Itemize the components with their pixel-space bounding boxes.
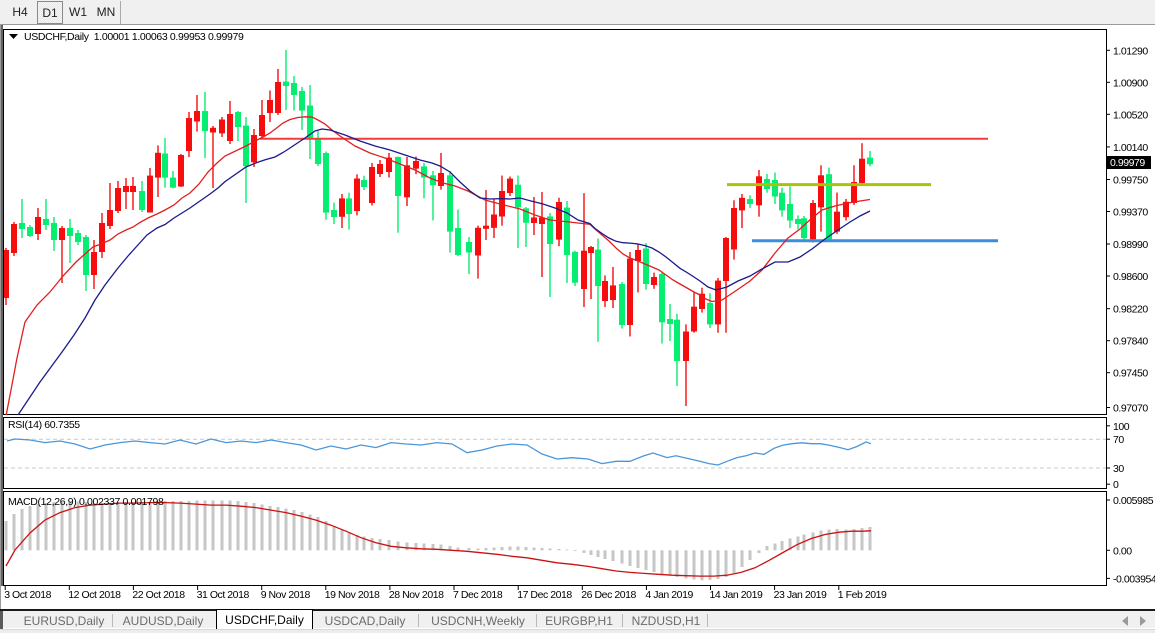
svg-text:31 Oct 2018: 31 Oct 2018 xyxy=(197,589,250,601)
svg-text:RSI(14) 60.7355: RSI(14) 60.7355 xyxy=(8,419,80,431)
svg-text:26 Dec 2018: 26 Dec 2018 xyxy=(581,589,636,601)
svg-text:0.00: 0.00 xyxy=(1113,545,1132,557)
svg-text:100: 100 xyxy=(1113,421,1130,433)
svg-text:0.97450: 0.97450 xyxy=(1113,368,1148,380)
svg-text:28 Nov 2018: 28 Nov 2018 xyxy=(389,589,444,601)
svg-text:4 Jan 2019: 4 Jan 2019 xyxy=(645,589,693,601)
svg-text:0: 0 xyxy=(1113,479,1119,491)
svg-text:3 Oct 2018: 3 Oct 2018 xyxy=(4,589,51,601)
svg-text:0.98600: 0.98600 xyxy=(1113,271,1148,283)
svg-text:23 Jan 2019: 23 Jan 2019 xyxy=(774,589,827,601)
svg-text:USDCHF,Daily 1.00001 1.00063: USDCHF,Daily 1.00001 1.00063 0.99953 0.9… xyxy=(24,31,244,43)
svg-text:0.005985: 0.005985 xyxy=(1113,495,1154,507)
svg-text:0.99979: 0.99979 xyxy=(1110,157,1145,169)
svg-text:30: 30 xyxy=(1113,463,1124,475)
svg-text:0.97070: 0.97070 xyxy=(1113,403,1148,415)
svg-text:7 Dec 2018: 7 Dec 2018 xyxy=(453,589,503,601)
svg-text:0.99370: 0.99370 xyxy=(1113,207,1148,219)
svg-text:1.00140: 1.00140 xyxy=(1113,142,1148,154)
svg-text:MACD(12,26,9) 0.002337 0.00179: MACD(12,26,9) 0.002337 0.001798 xyxy=(8,496,164,508)
svg-text:1.00520: 1.00520 xyxy=(1113,109,1148,121)
svg-text:1.01290: 1.01290 xyxy=(1113,45,1148,57)
svg-text:14 Jan 2019: 14 Jan 2019 xyxy=(710,589,763,601)
svg-text:-0.003954: -0.003954 xyxy=(1113,573,1155,585)
svg-text:0.99750: 0.99750 xyxy=(1113,175,1148,187)
svg-text:0.98220: 0.98220 xyxy=(1113,304,1148,316)
svg-text:70: 70 xyxy=(1113,434,1124,446)
svg-text:17 Dec 2018: 17 Dec 2018 xyxy=(517,589,572,601)
svg-text:0.98990: 0.98990 xyxy=(1113,239,1148,251)
svg-text:1 Feb 2019: 1 Feb 2019 xyxy=(838,589,887,601)
svg-text:12 Oct 2018: 12 Oct 2018 xyxy=(68,589,121,601)
svg-text:0.97840: 0.97840 xyxy=(1113,336,1148,348)
svg-text:19 Nov 2018: 19 Nov 2018 xyxy=(325,589,380,601)
svg-text:9 Nov 2018: 9 Nov 2018 xyxy=(261,589,311,601)
svg-text:1.00900: 1.00900 xyxy=(1113,77,1148,89)
svg-text:22 Oct 2018: 22 Oct 2018 xyxy=(132,589,185,601)
